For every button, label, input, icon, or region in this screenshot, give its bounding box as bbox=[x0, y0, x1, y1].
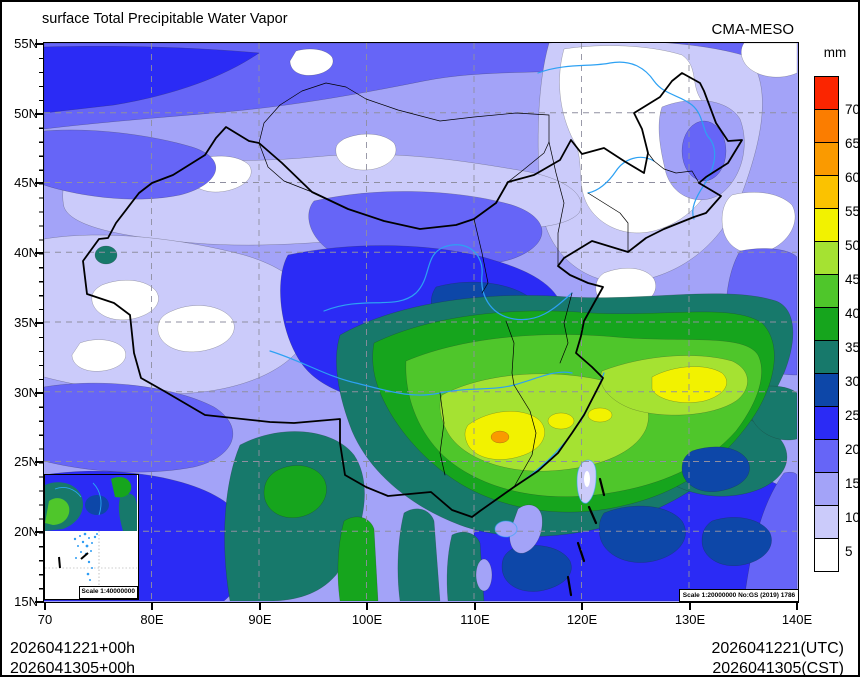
y-major-tick bbox=[35, 461, 44, 463]
y-major-tick bbox=[35, 322, 44, 324]
y-major-tick bbox=[35, 113, 44, 115]
colorbar-cell bbox=[814, 142, 839, 176]
y-major-tick bbox=[35, 182, 44, 184]
y-major-tick bbox=[35, 252, 44, 254]
colorbar-cell bbox=[814, 307, 839, 341]
inset-scale-note: Scale 1:40000000 bbox=[78, 586, 138, 599]
x-axis-label: 130E bbox=[674, 612, 706, 627]
utc-time-label: 2026041221(UTC) bbox=[711, 640, 844, 657]
x-axis-label: 140E bbox=[781, 612, 813, 627]
page-title: surface Total Precipitable Water Vapor bbox=[42, 11, 288, 27]
x-axis-label: 110E bbox=[460, 612, 490, 627]
y-major-tick bbox=[35, 531, 44, 533]
colorbar-tick-label: 40 bbox=[845, 306, 860, 321]
colorbar-unit: mm bbox=[823, 45, 847, 60]
cst-time-label: 2026041305(CST) bbox=[712, 660, 844, 677]
x-axis-label: 80E bbox=[140, 612, 164, 627]
x-axis-label: 70 bbox=[37, 612, 53, 627]
y-major-tick bbox=[35, 601, 44, 603]
y-axis-label: 50N bbox=[14, 106, 38, 121]
y-axis-label: 25N bbox=[14, 454, 38, 469]
colorbar-cell bbox=[814, 175, 839, 209]
colorbar-cell bbox=[814, 241, 839, 275]
colorbar-tick-label: 5 bbox=[845, 544, 853, 559]
colorbar-tick-label: 15 bbox=[845, 476, 860, 491]
run-time-label: 2026041221+00h bbox=[10, 640, 136, 657]
colorbar-cell bbox=[814, 340, 839, 374]
island-dots bbox=[73, 532, 98, 581]
y-axis-label: 35N bbox=[14, 315, 38, 330]
colorbar-cell bbox=[814, 109, 839, 143]
colorbar-cell bbox=[814, 373, 839, 407]
valid-time-label: 2026041305+00h bbox=[10, 660, 136, 677]
graticule-gridlines bbox=[44, 43, 797, 601]
x-major-tick bbox=[796, 603, 798, 610]
map-scale-note: Scale 1:20000000 No:GS (2019) 1786 bbox=[679, 589, 799, 602]
x-major-tick bbox=[689, 603, 691, 610]
y-axis-label: 30N bbox=[14, 385, 38, 400]
colorbar-tick-label: 65 bbox=[845, 136, 860, 151]
y-axis-label: 15N bbox=[14, 594, 38, 609]
colorbar-tick-label: 55 bbox=[845, 204, 860, 219]
y-axis-label: 20N bbox=[14, 524, 38, 539]
x-major-tick bbox=[259, 603, 261, 610]
colorbar-tick-label: 50 bbox=[845, 238, 860, 253]
x-axis-label: 120E bbox=[566, 612, 598, 627]
colorbar-tick-label: 30 bbox=[845, 374, 860, 389]
colorbar-tick-label: 70 bbox=[845, 102, 860, 117]
colorbar-cell bbox=[814, 76, 839, 110]
colorbar-cell bbox=[814, 406, 839, 440]
colorbar-cell bbox=[814, 472, 839, 506]
colorbar-tick-label: 25 bbox=[845, 408, 860, 423]
colorbar-cell bbox=[814, 208, 839, 242]
x-axis-label: 90E bbox=[248, 612, 272, 627]
y-axis-label: 45N bbox=[14, 175, 38, 190]
x-major-tick bbox=[581, 603, 583, 610]
colorbar-cell bbox=[814, 538, 839, 572]
x-major-tick bbox=[474, 603, 476, 610]
y-axis-label: 40N bbox=[14, 245, 38, 260]
y-axis-label: 55N bbox=[14, 36, 38, 51]
x-major-tick bbox=[151, 603, 153, 610]
colorbar-tick-label: 45 bbox=[845, 272, 860, 287]
map-panel bbox=[43, 42, 799, 603]
colorbar-tick-label: 10 bbox=[845, 510, 860, 525]
x-major-tick bbox=[44, 603, 46, 610]
colorbar-cell bbox=[814, 439, 839, 473]
colorbar-tick-label: 60 bbox=[845, 170, 860, 185]
south-china-sea-inset: Scale 1:40000000 bbox=[44, 474, 139, 600]
colorbar-tick-label: 20 bbox=[845, 442, 860, 457]
colorbar-tick-label: 35 bbox=[845, 340, 860, 355]
x-axis-label: 100E bbox=[351, 612, 383, 627]
country-borders bbox=[82, 72, 743, 597]
inset-map bbox=[45, 475, 137, 598]
y-major-tick bbox=[35, 43, 44, 45]
colorbar bbox=[814, 76, 839, 572]
model-name: CMA-MESO bbox=[711, 21, 795, 38]
colorbar-cell bbox=[814, 274, 839, 308]
y-major-tick bbox=[35, 392, 44, 394]
precip-water-map bbox=[44, 43, 797, 601]
colorbar-cell bbox=[814, 505, 839, 539]
x-major-tick bbox=[366, 603, 368, 610]
